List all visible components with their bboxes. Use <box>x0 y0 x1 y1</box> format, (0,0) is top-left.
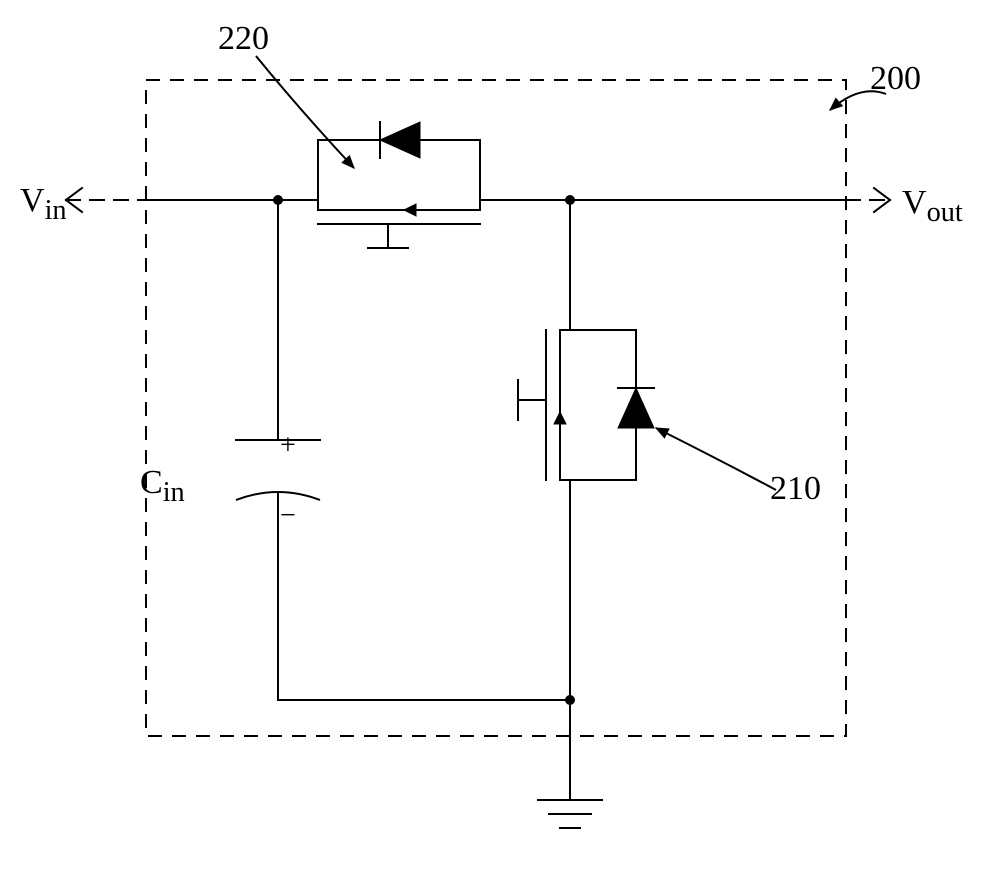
cin-label: Cin <box>140 464 185 509</box>
ref-220-label: 220 <box>218 20 269 58</box>
ref-200-label: 200 <box>870 60 921 98</box>
cap-plus: + <box>280 430 296 462</box>
cap-minus: − <box>280 500 296 532</box>
ref-210-label: 210 <box>770 470 821 508</box>
vout-label: Vout <box>902 184 963 229</box>
vin-label: Vin <box>20 182 67 227</box>
